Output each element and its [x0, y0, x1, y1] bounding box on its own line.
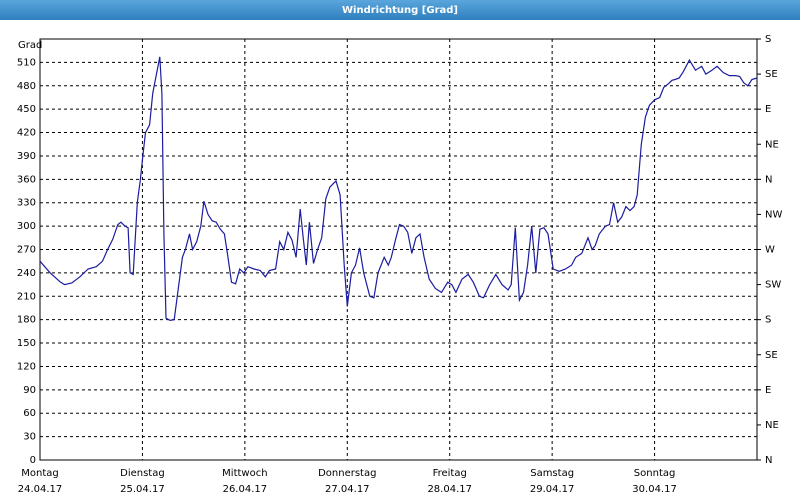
y-tick-label: 510 [17, 57, 36, 68]
y-tick-label: 360 [17, 174, 36, 185]
y-tick-label: 120 [17, 361, 36, 372]
y2-tick-label: SW [765, 280, 781, 291]
y-tick-label: 390 [17, 151, 36, 162]
y2-tick-label: SE [765, 69, 778, 80]
x-tick-date: 25.04.17 [120, 484, 165, 495]
y-tick-label: 0 [30, 455, 36, 466]
y-tick-label: 150 [17, 338, 36, 349]
y2-tick-label: NW [765, 209, 782, 220]
y2-tick-label: NE [765, 139, 779, 150]
y-tick-label: 300 [17, 221, 36, 232]
x-tick-label: Mittwoch [222, 468, 267, 479]
y2-tick-label: S [765, 315, 771, 326]
y-tick-label: 180 [17, 315, 36, 326]
y-tick-label: 420 [17, 128, 36, 139]
x-tick-label: Montag [21, 468, 58, 479]
data-line [39, 56, 758, 322]
x-tick-label: Dienstag [120, 468, 165, 479]
y2-tick-label: N [765, 455, 772, 466]
x-tick-date: 28.04.17 [427, 484, 472, 495]
x-tick-label: Sonntag [634, 468, 676, 479]
x-tick-date: 30.04.17 [632, 484, 677, 495]
y-tick-label: 330 [17, 198, 36, 209]
y-tick-label: 90 [23, 385, 36, 396]
chart-title: Windrichtung [Grad] [342, 5, 458, 16]
x-tick-label: Freitag [433, 468, 467, 479]
y-tick-label: 60 [23, 408, 36, 419]
x-tick-label: Donnerstag [318, 468, 376, 479]
x-tick-date: 29.04.17 [530, 484, 575, 495]
y2-tick-label: N [765, 174, 772, 185]
y2-tick-label: W [765, 245, 775, 256]
plot-border [39, 38, 758, 461]
title-bar [0, 0, 800, 20]
x-tick-date: 27.04.17 [325, 484, 370, 495]
y2-tick-label: NE [765, 420, 779, 431]
y2-tick-label: E [765, 385, 771, 396]
y2-tick-label: S [765, 34, 771, 45]
y2-tick-label: SE [765, 350, 778, 361]
y-tick-label: 270 [17, 245, 36, 256]
x-tick-date: 24.04.17 [18, 484, 63, 495]
x-tick-label: Samstag [530, 468, 574, 479]
y-tick-label: 210 [17, 291, 36, 302]
x-tick-date: 26.04.17 [223, 484, 268, 495]
y-tick-label: 30 [23, 432, 36, 443]
y2-tick-label: E [765, 104, 771, 115]
y-tick-label: 240 [17, 268, 36, 279]
y-axis-label: Grad [18, 40, 42, 51]
y-tick-label: 480 [17, 81, 36, 92]
y-tick-label: 450 [17, 104, 36, 115]
